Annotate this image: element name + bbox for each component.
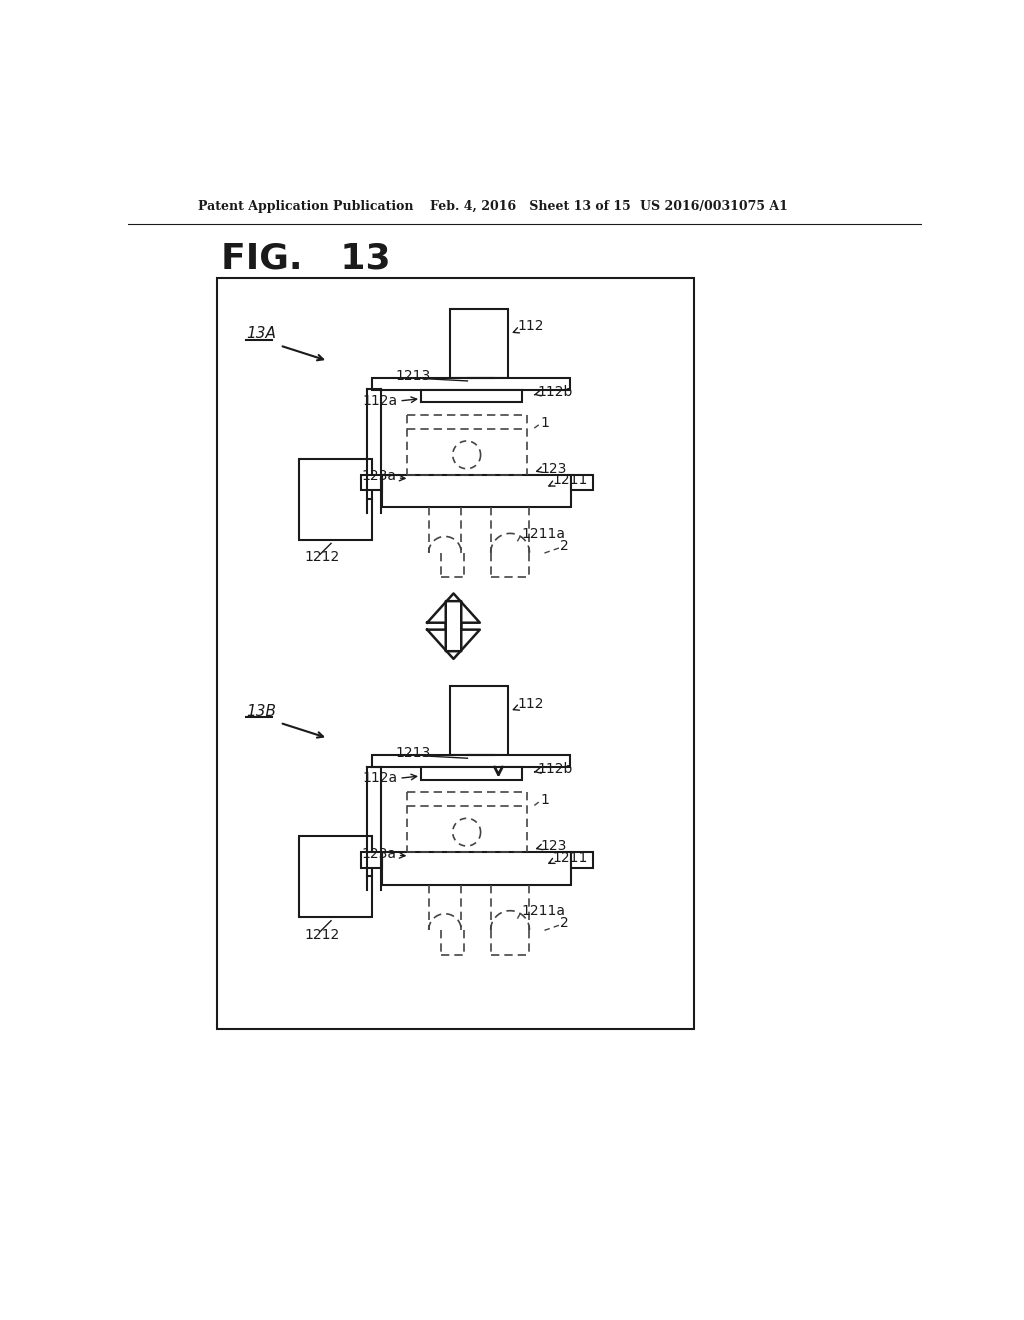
Text: US 2016/0031075 A1: US 2016/0031075 A1 — [640, 199, 787, 213]
Text: Feb. 4, 2016   Sheet 13 of 15: Feb. 4, 2016 Sheet 13 of 15 — [430, 199, 631, 213]
Bar — [299, 459, 372, 540]
Bar — [421, 391, 521, 403]
Bar — [360, 853, 382, 867]
Bar — [450, 309, 508, 378]
Text: FIG.   13: FIG. 13 — [221, 242, 390, 276]
Text: 112a: 112a — [362, 771, 397, 785]
Bar — [421, 767, 521, 780]
Bar — [372, 755, 569, 767]
Text: 123a: 123a — [361, 470, 396, 483]
Text: 112b: 112b — [538, 762, 572, 776]
Text: 1: 1 — [541, 793, 549, 807]
Bar — [450, 686, 508, 755]
Text: 112a: 112a — [362, 393, 397, 408]
Text: 112: 112 — [517, 319, 544, 333]
Text: 2: 2 — [560, 539, 569, 553]
Bar — [571, 475, 593, 490]
Text: 123: 123 — [541, 462, 566, 475]
Text: 13A: 13A — [246, 326, 275, 342]
Text: Patent Application Publication: Patent Application Publication — [198, 199, 414, 213]
Text: 123: 123 — [541, 840, 566, 853]
Bar — [382, 475, 571, 507]
Text: 1211: 1211 — [553, 850, 588, 865]
Bar — [299, 836, 372, 917]
Text: 1212: 1212 — [305, 550, 340, 564]
Bar — [382, 853, 571, 884]
Text: 13B: 13B — [246, 704, 275, 719]
Text: 112b: 112b — [538, 384, 572, 399]
Text: 1211a: 1211a — [521, 904, 565, 919]
Text: 1211: 1211 — [553, 474, 588, 487]
Text: 112: 112 — [517, 697, 544, 710]
Polygon shape — [427, 594, 480, 651]
Text: 1211a: 1211a — [521, 527, 565, 541]
Text: 123a: 123a — [361, 846, 396, 861]
Bar — [217, 277, 693, 1028]
Bar — [372, 378, 569, 391]
Text: 1213: 1213 — [395, 368, 431, 383]
Polygon shape — [427, 601, 480, 659]
Text: 1: 1 — [541, 416, 549, 429]
Text: 1213: 1213 — [395, 746, 431, 760]
Bar — [360, 475, 382, 490]
Text: 2: 2 — [560, 916, 569, 931]
Text: 1212: 1212 — [305, 928, 340, 941]
Bar — [571, 853, 593, 867]
